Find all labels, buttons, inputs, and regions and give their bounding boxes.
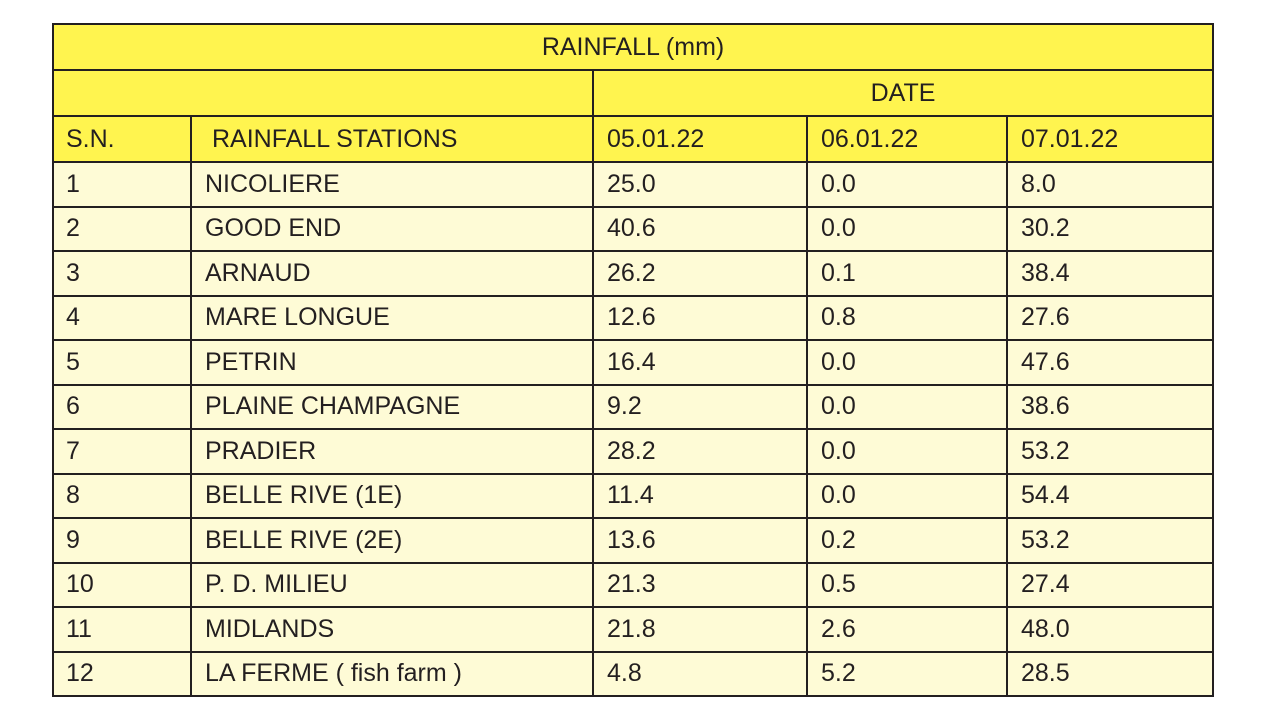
rainfall-value-cell: 8.0 xyxy=(1005,161,1215,208)
rainfall-value-cell: 28.5 xyxy=(1005,650,1215,697)
date-column-header: 05.01.22 xyxy=(592,115,808,163)
table-row: 6 PLAINE CHAMPAGNE 9.2 0.0 38.6 xyxy=(52,383,1215,430)
rainfall-value-cell: 0.2 xyxy=(806,517,1008,564)
rainfall-value-cell: 53.2 xyxy=(1005,517,1215,564)
station-cell: MARE LONGUE xyxy=(190,294,594,341)
date-column-header: 06.01.22 xyxy=(806,115,1008,163)
station-cell: MIDLANDS xyxy=(190,606,594,653)
rainfall-value-cell: 12.6 xyxy=(592,294,808,341)
rainfall-value-cell: 5.2 xyxy=(806,650,1008,697)
rainfall-value-cell: 0.1 xyxy=(806,250,1008,297)
rainfall-value-cell: 11.4 xyxy=(592,472,808,519)
station-cell: P. D. MILIEU xyxy=(190,561,594,608)
table-row: 8 BELLE RIVE (1E) 11.4 0.0 54.4 xyxy=(52,472,1215,519)
rainfall-value-cell: 4.8 xyxy=(592,650,808,697)
table-row: 3 ARNAUD 26.2 0.1 38.4 xyxy=(52,250,1215,297)
date-group-spacer xyxy=(52,69,594,117)
table-row: 9 BELLE RIVE (2E) 13.6 0.2 53.2 xyxy=(52,517,1215,564)
rainfall-table: RAINFALL (mm) DATE S.N. RAINFALL STATION… xyxy=(51,23,1215,697)
sn-cell: 7 xyxy=(52,428,192,475)
rainfall-value-cell: 54.4 xyxy=(1005,472,1215,519)
table-title: RAINFALL (mm) xyxy=(51,23,1215,71)
sn-column-header: S.N. xyxy=(52,115,192,163)
rainfall-value-cell: 2.6 xyxy=(806,606,1008,653)
station-column-header: RAINFALL STATIONS xyxy=(190,115,594,163)
station-cell: LA FERME ( fish farm ) xyxy=(190,650,594,697)
rainfall-value-cell: 21.3 xyxy=(592,561,808,608)
rainfall-value-cell: 47.6 xyxy=(1005,339,1215,386)
table-row: 4 MARE LONGUE 12.6 0.8 27.6 xyxy=(52,294,1215,341)
table-row: 2 GOOD END 40.6 0.0 30.2 xyxy=(52,205,1215,252)
rainfall-value-cell: 9.2 xyxy=(592,383,808,430)
sn-cell: 12 xyxy=(52,650,192,697)
sn-cell: 3 xyxy=(52,250,192,297)
rainfall-value-cell: 28.2 xyxy=(592,428,808,475)
rainfall-value-cell: 25.0 xyxy=(592,161,808,208)
column-header-row: S.N. RAINFALL STATIONS 05.01.22 06.01.22… xyxy=(52,115,1215,163)
title-row: RAINFALL (mm) xyxy=(51,23,1215,71)
table-row: 10 P. D. MILIEU 21.3 0.5 27.4 xyxy=(52,561,1215,608)
rainfall-value-cell: 27.4 xyxy=(1005,561,1215,608)
rainfall-value-cell: 30.2 xyxy=(1005,205,1215,252)
rainfall-value-cell: 0.0 xyxy=(806,205,1008,252)
rainfall-value-cell: 0.5 xyxy=(806,561,1008,608)
station-cell: GOOD END xyxy=(190,205,594,252)
station-cell: ARNAUD xyxy=(190,250,594,297)
table-row: 5 PETRIN 16.4 0.0 47.6 xyxy=(52,339,1215,386)
sn-cell: 10 xyxy=(52,561,192,608)
date-group-row: DATE xyxy=(52,69,1215,117)
rainfall-value-cell: 0.0 xyxy=(806,472,1008,519)
rainfall-value-cell: 40.6 xyxy=(592,205,808,252)
rainfall-value-cell: 0.0 xyxy=(806,339,1008,386)
sn-cell: 1 xyxy=(52,161,192,208)
rainfall-value-cell: 38.6 xyxy=(1005,383,1215,430)
station-cell: PETRIN xyxy=(190,339,594,386)
sn-cell: 11 xyxy=(52,606,192,653)
sn-cell: 9 xyxy=(52,517,192,564)
rainfall-value-cell: 13.6 xyxy=(592,517,808,564)
sn-cell: 6 xyxy=(52,383,192,430)
rainfall-value-cell: 48.0 xyxy=(1005,606,1215,653)
table-row: 11 MIDLANDS 21.8 2.6 48.0 xyxy=(52,606,1215,653)
rainfall-value-cell: 0.8 xyxy=(806,294,1008,341)
station-cell: NICOLIERE xyxy=(190,161,594,208)
station-cell: PLAINE CHAMPAGNE xyxy=(190,383,594,430)
sn-cell: 2 xyxy=(52,205,192,252)
sn-cell: 5 xyxy=(52,339,192,386)
rainfall-value-cell: 26.2 xyxy=(592,250,808,297)
sn-cell: 8 xyxy=(52,472,192,519)
table-row: 1 NICOLIERE 25.0 0.0 8.0 xyxy=(52,161,1215,208)
rainfall-value-cell: 0.0 xyxy=(806,161,1008,208)
rainfall-value-cell: 0.0 xyxy=(806,383,1008,430)
rainfall-value-cell: 0.0 xyxy=(806,428,1008,475)
station-cell: BELLE RIVE (2E) xyxy=(190,517,594,564)
rainfall-value-cell: 27.6 xyxy=(1005,294,1215,341)
station-cell: PRADIER xyxy=(190,428,594,475)
table-row: 12 LA FERME ( fish farm ) 4.8 5.2 28.5 xyxy=(52,650,1215,697)
rainfall-value-cell: 38.4 xyxy=(1005,250,1215,297)
date-column-header: 07.01.22 xyxy=(1005,115,1215,163)
rainfall-value-cell: 53.2 xyxy=(1005,428,1215,475)
date-group-label: DATE xyxy=(591,69,1215,117)
table-row: 7 PRADIER 28.2 0.0 53.2 xyxy=(52,428,1215,475)
rainfall-value-cell: 21.8 xyxy=(592,606,808,653)
sn-cell: 4 xyxy=(52,294,192,341)
rainfall-value-cell: 16.4 xyxy=(592,339,808,386)
station-cell: BELLE RIVE (1E) xyxy=(190,472,594,519)
